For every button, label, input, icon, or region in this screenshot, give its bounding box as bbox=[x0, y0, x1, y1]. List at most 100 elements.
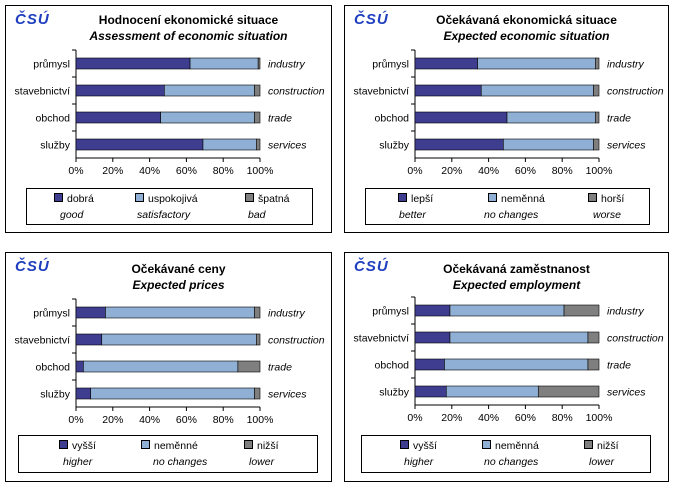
category-label: stavebnictví bbox=[354, 86, 410, 98]
category-label-en: services bbox=[268, 140, 307, 152]
x-tick-label: 20% bbox=[102, 414, 123, 426]
category-label: průmysl bbox=[372, 306, 409, 318]
bar-segment bbox=[503, 138, 594, 151]
legend-label-en: lower bbox=[589, 456, 615, 468]
x-tick-label: 0% bbox=[407, 412, 422, 424]
category-label: služby bbox=[40, 389, 71, 401]
bar-segment bbox=[90, 387, 255, 400]
category-label: obchod bbox=[375, 360, 410, 372]
x-tick-label: 80% bbox=[552, 412, 573, 424]
bar-segment bbox=[414, 358, 445, 371]
legend-label: horší bbox=[601, 193, 625, 205]
legend-item: vyšší bbox=[59, 440, 96, 452]
bar-segment bbox=[563, 304, 600, 317]
x-tick-label: 0% bbox=[407, 165, 422, 177]
legend-label: nižší bbox=[257, 440, 279, 452]
bar-segment bbox=[237, 360, 261, 373]
x-tick-label: 40% bbox=[139, 165, 160, 177]
legend-label: dobrá bbox=[67, 193, 94, 205]
x-tick-label: 100% bbox=[586, 165, 613, 177]
legend-item: uspokojivá bbox=[135, 193, 198, 205]
legend-label-en: better bbox=[399, 209, 426, 221]
bar-segment bbox=[480, 84, 594, 97]
category-label: průmysl bbox=[372, 59, 409, 71]
category-label-en: services bbox=[268, 389, 307, 401]
legend-label-en: bad bbox=[248, 209, 266, 221]
bar-segment bbox=[449, 331, 589, 344]
bar-segment bbox=[105, 306, 255, 319]
bar-segment bbox=[444, 358, 589, 371]
bar-segment bbox=[414, 84, 482, 97]
category-label-en: services bbox=[607, 140, 646, 152]
legend-item: neměnná bbox=[482, 440, 539, 452]
legend-item: dobrá bbox=[54, 193, 94, 205]
x-tick-label: 100% bbox=[247, 165, 274, 177]
bar-segment bbox=[160, 111, 255, 124]
bar-segment bbox=[595, 57, 600, 70]
legend-label-en: good bbox=[60, 209, 84, 221]
legend-swatch-light bbox=[482, 440, 491, 449]
bar-segment bbox=[587, 331, 600, 344]
bar-segment bbox=[254, 111, 261, 124]
legend-label: uspokojivá bbox=[148, 193, 198, 205]
legend-swatch-grey bbox=[245, 193, 254, 202]
bar-segment bbox=[75, 360, 84, 373]
legend-item: neměnná bbox=[488, 193, 545, 205]
bar-segment bbox=[75, 57, 191, 70]
legend-label: špatná bbox=[258, 193, 290, 205]
bar-segment bbox=[254, 387, 261, 400]
bar-segment bbox=[593, 84, 600, 97]
bar-segment bbox=[75, 306, 106, 319]
bar-segment bbox=[83, 360, 239, 373]
category-label-en: construction bbox=[607, 86, 664, 98]
x-tick-label: 100% bbox=[247, 414, 274, 426]
bar-segment bbox=[414, 304, 451, 317]
category-label: stavebnictví bbox=[354, 333, 410, 345]
category-label-en: construction bbox=[607, 333, 664, 345]
category-label: obchod bbox=[36, 362, 71, 374]
legend-label: neměnná bbox=[495, 440, 539, 452]
chart-panel-expected-situation: ČSÚ Očekávaná ekonomická situace Expecte… bbox=[344, 5, 669, 233]
chart-panel-assessment: ČSÚ Hodnocení ekonomické situace Assessm… bbox=[5, 5, 332, 233]
legend-label: vyšší bbox=[413, 440, 437, 452]
chart-subtitle: Expected economic situation bbox=[443, 29, 610, 43]
chart-subtitle: Expected employment bbox=[452, 278, 581, 292]
bar-segment bbox=[537, 385, 600, 398]
legend-swatch-dark bbox=[59, 440, 68, 449]
legend-item: nižší bbox=[584, 440, 619, 452]
csu-logo: ČSÚ bbox=[15, 11, 50, 28]
legend-swatch-dark bbox=[400, 440, 409, 449]
bar-segment bbox=[254, 306, 261, 319]
category-label-en: construction bbox=[268, 335, 325, 347]
chart-title: Očekávaná ekonomická situace bbox=[436, 13, 617, 27]
bar-segment bbox=[164, 84, 255, 97]
legend-swatch-dark bbox=[398, 193, 407, 202]
chart-title: Očekávané ceny bbox=[131, 262, 226, 276]
chart-title: Očekávaná zaměstnanost bbox=[443, 262, 590, 276]
legend-swatch-grey bbox=[244, 440, 253, 449]
category-label-en: industry bbox=[607, 306, 645, 318]
category-label-en: trade bbox=[607, 113, 631, 125]
bar-segment bbox=[414, 111, 508, 124]
csu-logo: ČSÚ bbox=[15, 258, 50, 275]
category-label: průmysl bbox=[33, 59, 70, 71]
chart-subtitle: Expected prices bbox=[132, 278, 225, 292]
bar-segment bbox=[445, 385, 539, 398]
chart-panel-expected-employment: ČSÚ Očekávaná zaměstnanost Expected empl… bbox=[344, 252, 669, 482]
legend-item: nižší bbox=[244, 440, 279, 452]
chart-legend: lepší neměnná horší better no changes wo… bbox=[365, 188, 650, 225]
bar-segment bbox=[595, 111, 600, 124]
category-label-en: construction bbox=[268, 86, 325, 98]
bar-segment bbox=[75, 111, 161, 124]
bar-segment bbox=[414, 138, 504, 151]
legend-item: lepší bbox=[398, 193, 433, 205]
category-label: průmysl bbox=[33, 308, 70, 320]
category-label: služby bbox=[379, 387, 410, 399]
bar-segment bbox=[75, 84, 165, 97]
chart-legend: vyšší neměnné nižší higher no changes lo… bbox=[18, 435, 318, 473]
x-tick-label: 60% bbox=[515, 412, 536, 424]
bar-segment bbox=[256, 333, 261, 346]
chart-title: Hodnocení ekonomické situace bbox=[98, 13, 279, 27]
bar-segment bbox=[449, 304, 565, 317]
legend-label: vyšší bbox=[72, 440, 96, 452]
